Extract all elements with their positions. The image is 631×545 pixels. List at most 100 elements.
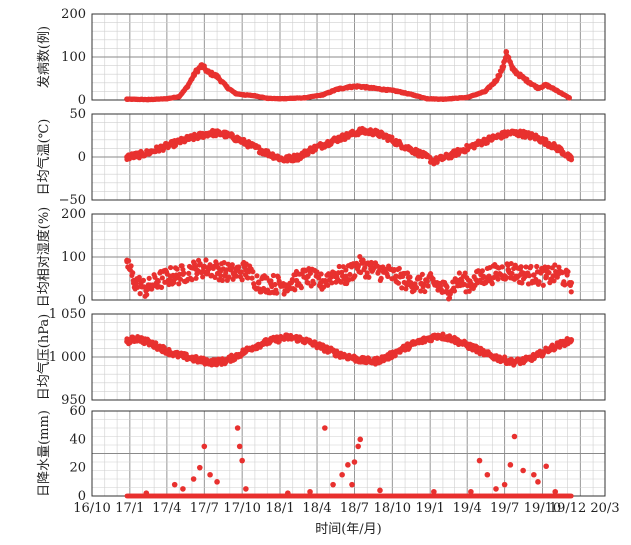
data-point xyxy=(503,49,510,55)
data-point xyxy=(565,269,571,275)
data-point xyxy=(535,352,541,359)
data-point xyxy=(219,277,226,284)
data-point xyxy=(143,286,150,293)
data-point xyxy=(207,471,213,478)
data-point xyxy=(535,85,541,91)
data-point xyxy=(184,354,190,360)
data-point xyxy=(146,275,152,281)
data-point xyxy=(147,340,154,347)
data-point xyxy=(534,263,540,270)
data-point xyxy=(489,281,495,287)
data-point xyxy=(503,274,509,280)
data-point xyxy=(245,275,251,281)
data-point xyxy=(134,152,141,159)
data-point xyxy=(145,96,152,103)
data-point xyxy=(552,262,558,268)
data-point xyxy=(447,335,454,341)
data-point xyxy=(182,137,188,143)
data-point xyxy=(280,282,287,288)
y-tick-label: 200 xyxy=(61,7,86,22)
data-point xyxy=(531,272,537,278)
data-point xyxy=(236,264,242,270)
y-axis-label: 日均气压(hPa) xyxy=(36,314,52,400)
data-point xyxy=(236,443,243,450)
data-point xyxy=(501,481,508,488)
data-point xyxy=(522,357,528,364)
data-point xyxy=(468,280,474,287)
data-point xyxy=(272,281,278,288)
data-point xyxy=(407,274,413,280)
data-point xyxy=(345,84,351,90)
data-point xyxy=(144,292,150,298)
y-tick-label: 50 xyxy=(69,107,86,122)
data-point xyxy=(159,345,165,352)
data-point xyxy=(186,270,192,276)
y-tick-label: 0 xyxy=(78,93,86,108)
data-point xyxy=(495,276,501,282)
data-point xyxy=(456,270,462,276)
data-point xyxy=(357,253,363,260)
data-point xyxy=(298,285,304,291)
data-point xyxy=(536,279,542,285)
data-point xyxy=(205,264,211,271)
data-point xyxy=(417,275,423,281)
data-point xyxy=(124,154,130,160)
data-point xyxy=(325,282,331,288)
data-point xyxy=(212,274,218,280)
x-tick-label: 19/7 xyxy=(490,501,519,516)
data-point xyxy=(404,270,411,276)
x-tick-label: 17/1 xyxy=(115,501,144,516)
data-point xyxy=(545,140,552,147)
data-point xyxy=(274,290,280,296)
data-point xyxy=(393,273,399,280)
data-point xyxy=(444,284,450,290)
data-point xyxy=(322,345,328,352)
data-point xyxy=(568,493,574,499)
data-point xyxy=(389,134,395,140)
data-point xyxy=(124,96,130,102)
data-point xyxy=(343,273,349,280)
data-point xyxy=(495,133,501,140)
data-point xyxy=(330,271,336,278)
data-point xyxy=(435,332,441,339)
y-axis-label: 日均相对湿度(%) xyxy=(36,207,52,308)
data-point xyxy=(317,280,324,286)
data-point xyxy=(289,276,295,283)
data-point xyxy=(545,264,551,270)
data-point xyxy=(193,275,199,281)
x-tick-label: 19/1 xyxy=(416,501,445,516)
data-point xyxy=(410,341,416,347)
data-point xyxy=(252,92,258,99)
data-point xyxy=(568,280,575,286)
x-tick-label: 18/4 xyxy=(302,501,331,516)
data-point xyxy=(425,283,431,289)
data-point xyxy=(484,471,491,478)
data-point xyxy=(511,433,518,440)
data-point xyxy=(424,278,430,284)
data-point xyxy=(518,271,524,278)
data-point xyxy=(519,280,525,286)
data-point xyxy=(480,273,487,280)
data-point xyxy=(332,137,338,143)
data-point xyxy=(370,129,376,135)
data-point xyxy=(482,88,489,95)
data-point xyxy=(285,490,291,496)
data-point xyxy=(135,284,141,290)
data-point xyxy=(507,130,514,136)
data-point xyxy=(338,279,344,285)
data-point xyxy=(384,354,391,360)
data-point xyxy=(155,277,161,284)
data-point xyxy=(238,269,244,275)
data-point xyxy=(509,270,515,277)
data-point xyxy=(479,268,486,274)
data-point xyxy=(190,476,197,482)
data-point xyxy=(334,86,340,93)
data-point xyxy=(546,270,552,276)
data-point xyxy=(196,464,203,471)
data-point xyxy=(329,280,335,286)
y-tick-label: 1 050 xyxy=(49,307,86,322)
data-point xyxy=(232,90,239,97)
data-point xyxy=(455,277,461,284)
y-tick-label: 100 xyxy=(61,250,86,265)
data-point xyxy=(523,264,529,270)
